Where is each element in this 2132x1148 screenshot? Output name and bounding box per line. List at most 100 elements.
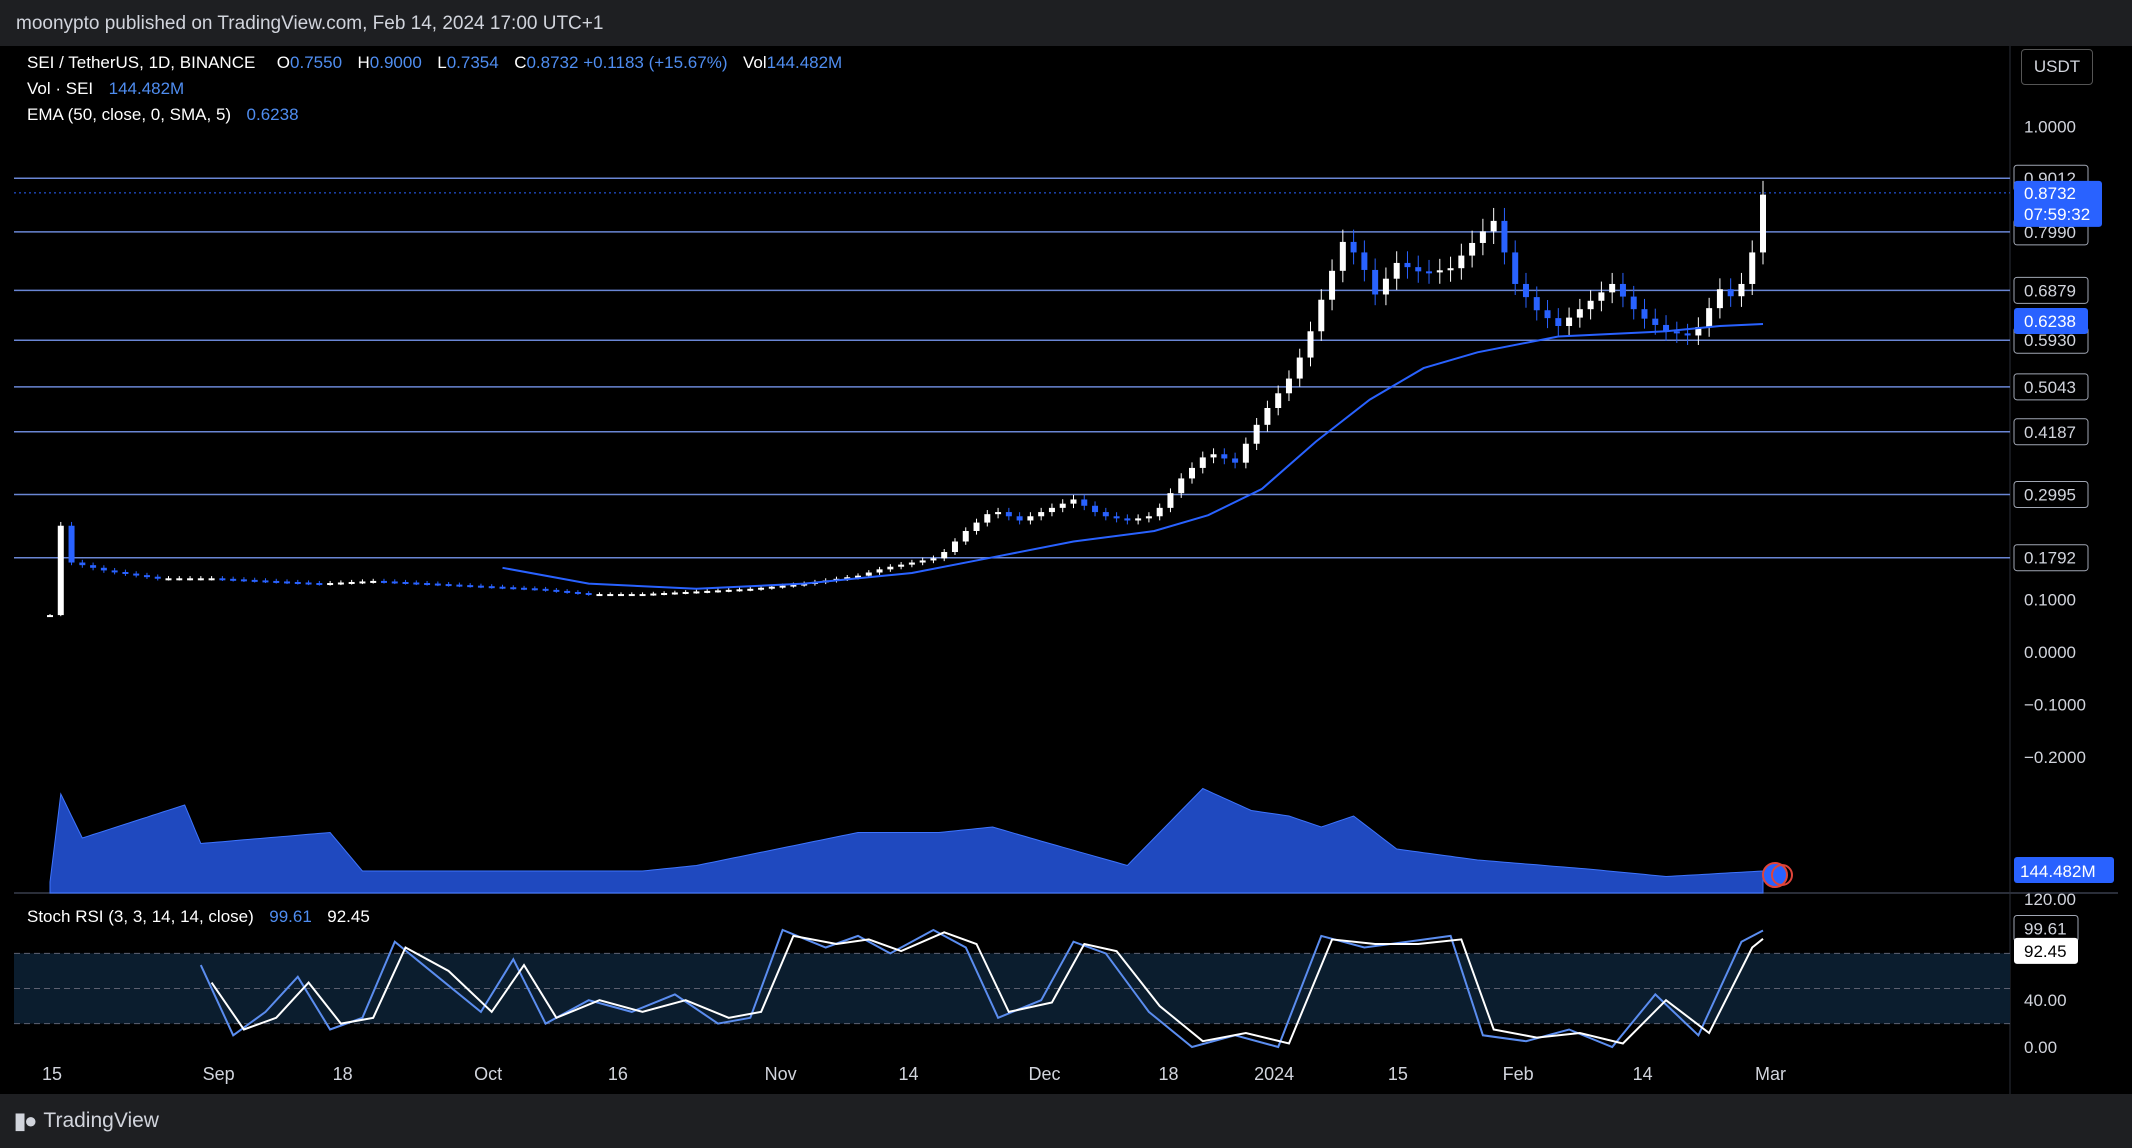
candle-body (510, 587, 517, 590)
tradingview-brand[interactable]: ▮● TradingView (14, 1108, 159, 1134)
candle-body (424, 583, 431, 586)
stoch-d-value: 92.45 (327, 907, 370, 926)
time-axis-tick: 15 (42, 1064, 62, 1084)
level-label: 0.5930 (2024, 331, 2076, 350)
candle-body (1706, 308, 1713, 328)
candle-body (1458, 255, 1465, 269)
candle-body (467, 585, 474, 588)
ema-legend[interactable]: EMA (50, close, 0, SMA, 5) 0.6238 (27, 105, 299, 125)
candle-body (1760, 194, 1766, 253)
candle-body (445, 584, 452, 587)
candle-body (90, 565, 97, 568)
candle-body (1232, 458, 1239, 463)
candle-body (68, 525, 75, 563)
candle-body (456, 584, 463, 587)
candle-body (1404, 262, 1411, 268)
vol-label: Vol (742, 53, 767, 72)
stoch-legend[interactable]: Stoch RSI (3, 3, 14, 14, close) 99.61 92… (27, 907, 370, 927)
level-label-box (2013, 418, 2089, 446)
candle-body (1501, 220, 1508, 253)
candle-body (1426, 271, 1433, 274)
candle-body (1070, 499, 1077, 504)
candle-body (1027, 516, 1034, 521)
candle-body (1673, 331, 1680, 334)
candle-body (962, 530, 969, 542)
candle-body (1145, 516, 1152, 519)
candle-body (1199, 457, 1206, 468)
candle-body (714, 590, 721, 593)
candle-body (628, 594, 635, 597)
candle-body (1113, 516, 1120, 519)
candle-body (908, 562, 915, 565)
high-label: H (357, 53, 370, 72)
candle-body (1038, 512, 1045, 517)
candle-body (693, 591, 700, 594)
candle-body (1156, 507, 1163, 517)
level-label: 0.4187 (2024, 423, 2076, 442)
candle-body (1469, 242, 1476, 256)
candle-body (219, 578, 226, 581)
candle-body (607, 594, 614, 597)
level-label: 0.5043 (2024, 378, 2076, 397)
candle-body (887, 566, 894, 570)
candle-body (391, 581, 398, 584)
candle-body (1296, 357, 1303, 379)
candle-body (1512, 252, 1519, 284)
candle-body (1555, 318, 1562, 327)
level-label: 0.7990 (2024, 223, 2076, 242)
time-axis-tick: 14 (899, 1064, 919, 1084)
candle-body (133, 573, 140, 576)
level-label: 0.6879 (2024, 281, 2076, 300)
candle-body (1135, 518, 1142, 521)
countdown-label: 07:59:32 (2024, 205, 2090, 224)
candle-body (596, 594, 603, 597)
low-value: 0.7354 (446, 53, 499, 72)
candle-body (47, 615, 53, 618)
candle-body (919, 560, 926, 563)
candle-body (251, 579, 258, 582)
candle-body (542, 588, 549, 591)
last-price-box (2014, 180, 2102, 227)
candle-body (176, 578, 183, 581)
brand-name: TradingView (43, 1109, 159, 1132)
candle-body (1727, 289, 1734, 297)
price-axis-tick: −0.2000 (2024, 748, 2086, 767)
symbol-name[interactable]: SEI / TetherUS, 1D, BINANCE (27, 53, 256, 72)
candle-body (1092, 505, 1099, 513)
open-value: 0.7550 (290, 53, 343, 72)
candle-body (758, 587, 765, 590)
candle-body (768, 586, 775, 589)
time-axis-tick: Nov (765, 1064, 797, 1084)
candle-body (1716, 289, 1723, 309)
candle-body (1178, 478, 1185, 494)
event-marker-icon (1771, 864, 1793, 886)
candle-body (477, 585, 484, 588)
candle-body (941, 552, 948, 559)
candle-body (1415, 267, 1422, 272)
candle-body (1016, 516, 1023, 521)
vol-value: 144.482M (766, 53, 843, 72)
price-axis-tick: 0.0000 (2024, 643, 2076, 662)
volume-legend[interactable]: Vol · SEI 144.482M (27, 79, 184, 99)
candle-body (154, 576, 161, 579)
candle-body (1318, 299, 1325, 332)
chart-frame (14, 46, 2118, 1094)
level-label: 0.2995 (2024, 485, 2076, 504)
ema-indicator-name: EMA (50, close, 0, SMA, 5) (27, 105, 232, 124)
time-axis-tick: Mar (1755, 1064, 1786, 1084)
price-axis-tick: 0.1000 (2024, 590, 2076, 609)
event-marker-icon (1762, 862, 1788, 888)
candle-body (639, 594, 646, 597)
candle-body (1436, 270, 1443, 273)
candle-body (564, 590, 571, 593)
currency-button[interactable]: USDT (2021, 49, 2093, 85)
candle-body (402, 581, 409, 584)
time-axis-tick: 16 (608, 1064, 628, 1084)
time-axis-tick: Feb (1503, 1064, 1534, 1084)
ema-label-box (2014, 308, 2088, 335)
candle-body (898, 564, 905, 567)
candle-body (499, 586, 506, 589)
last-price-label: 0.8732 (2024, 184, 2076, 203)
candle-body (122, 571, 129, 574)
